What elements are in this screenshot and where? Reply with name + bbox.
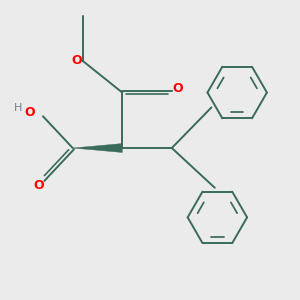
Text: O: O [71,54,82,67]
Text: H: H [14,103,22,113]
Text: O: O [34,179,44,192]
Text: O: O [172,82,183,95]
Text: O: O [25,106,35,119]
Polygon shape [73,144,122,152]
